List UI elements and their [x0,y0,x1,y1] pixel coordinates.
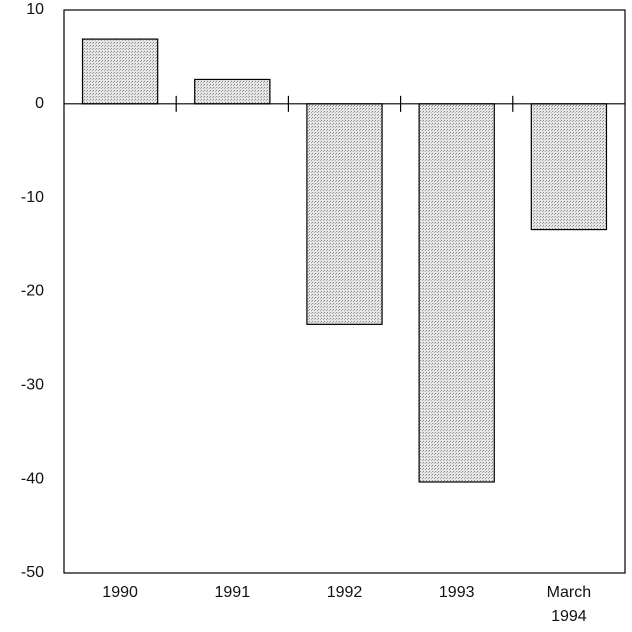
bar [530,103,608,231]
x-tick-label: March 1994 [547,584,591,625]
x-tick-label: 1991 [215,584,251,601]
bar [418,103,495,483]
y-tick-label: 10 [26,1,44,18]
y-tick-label: 0 [35,95,44,112]
y-tick-label: -20 [21,283,44,300]
bar [81,38,159,105]
y-tick-label: -30 [21,377,44,394]
y-tick-label: -50 [21,564,44,581]
x-tick-label: 1990 [102,584,138,601]
bar [306,103,383,325]
y-tick-label: -10 [21,189,44,206]
y-tick-label: -40 [21,470,44,487]
x-tick-label: 1992 [327,584,363,601]
x-tick-label: 1993 [439,584,475,601]
plot-frame [63,9,626,574]
bar [194,78,271,105]
